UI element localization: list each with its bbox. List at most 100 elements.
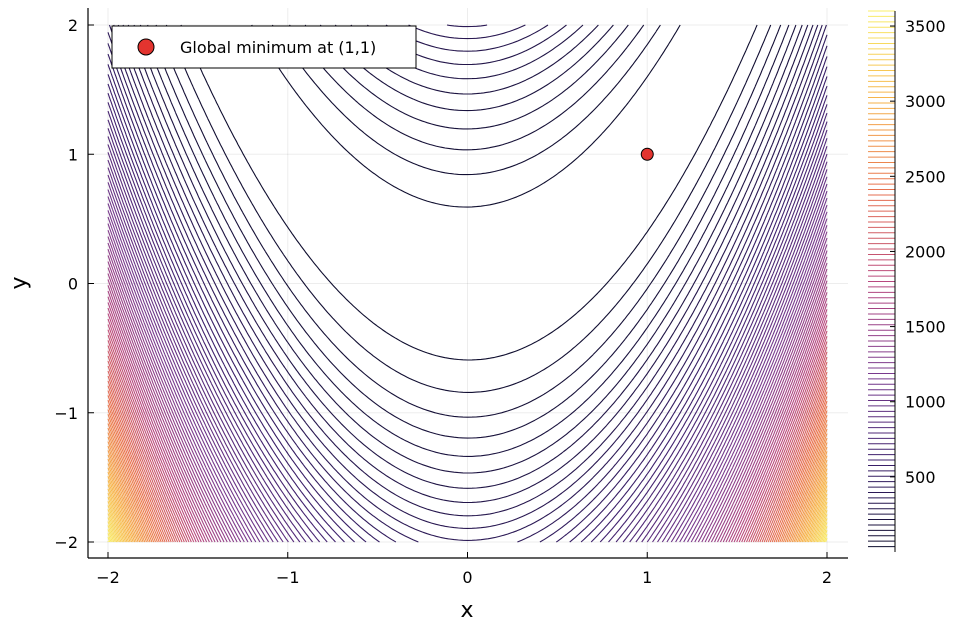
y-tick-label: 2 xyxy=(68,16,78,35)
contour-line xyxy=(107,127,828,543)
contour-line xyxy=(107,390,828,543)
contour-line xyxy=(107,467,828,543)
contour-line xyxy=(107,236,828,543)
data-points xyxy=(640,147,654,161)
contour-line xyxy=(107,414,828,543)
contour-line xyxy=(108,24,827,541)
x-axis-label: x xyxy=(460,598,473,623)
x-tick-label: 1 xyxy=(642,568,652,587)
contour-line xyxy=(107,340,828,543)
contour-line xyxy=(107,307,828,543)
contour-line xyxy=(107,93,828,543)
contour-line xyxy=(117,24,819,517)
contour-line xyxy=(107,395,828,543)
colorbar-tick-label: 1000 xyxy=(905,393,946,412)
y-axis-label: y xyxy=(7,276,32,289)
x-tick-label: 0 xyxy=(462,568,472,587)
contour-line xyxy=(147,24,790,439)
y-ticks: −2 −1 0 1 2 xyxy=(54,16,94,552)
contour-line xyxy=(107,152,828,543)
contour-line xyxy=(107,365,828,543)
contour-line xyxy=(107,249,828,543)
colorbar-ticks: 500 1000 1500 2000 2500 3000 3500 xyxy=(890,17,946,487)
y-tick-label: −2 xyxy=(54,533,78,552)
contour-line xyxy=(107,174,828,543)
contour-line xyxy=(107,290,828,543)
contour-line xyxy=(107,313,828,543)
contour-line xyxy=(107,360,828,543)
contour-line xyxy=(107,509,828,543)
contour-line xyxy=(107,318,828,543)
contour-line xyxy=(133,24,803,474)
contour-line xyxy=(107,255,828,543)
colorbar-tick-label: 2500 xyxy=(905,167,946,186)
contour-line xyxy=(107,536,828,543)
contour-line xyxy=(107,83,828,543)
legend-marker xyxy=(137,38,155,56)
contour-line xyxy=(107,182,828,543)
colorbar-tick-label: 500 xyxy=(905,468,936,487)
contour-line xyxy=(107,463,828,543)
x-tick-label: −2 xyxy=(96,568,120,587)
contour-line xyxy=(107,53,828,543)
contour-line xyxy=(107,445,828,543)
contour-line xyxy=(107,529,828,543)
contour-line xyxy=(107,355,828,543)
contour-line xyxy=(107,144,828,543)
contour-line xyxy=(107,302,828,543)
contour-line xyxy=(107,375,828,543)
contour-line xyxy=(107,261,828,543)
x-tick-label: 2 xyxy=(822,568,832,587)
contour-line xyxy=(107,496,828,543)
contour-line xyxy=(107,203,828,543)
contour-line xyxy=(107,454,828,543)
contour-line xyxy=(107,436,828,543)
contour-line xyxy=(107,285,828,543)
contour-line xyxy=(122,24,814,504)
contour-line xyxy=(107,210,828,543)
contour-line xyxy=(127,24,809,489)
legend: Global minimum at (1,1) xyxy=(111,25,417,69)
contour-line xyxy=(107,273,828,543)
contour-line xyxy=(107,324,828,543)
colorbar-tick-label: 3500 xyxy=(905,17,946,36)
contour-line xyxy=(107,385,828,543)
contour-line xyxy=(107,441,828,543)
colorbar-tick-label: 1500 xyxy=(905,318,946,337)
colorbar xyxy=(868,10,896,552)
contour-line xyxy=(107,380,828,543)
contour-line xyxy=(107,32,828,543)
contour-line xyxy=(107,279,828,543)
contour-line xyxy=(107,74,828,543)
contour-line xyxy=(107,350,828,543)
x-tick-label: −1 xyxy=(276,568,300,587)
contour-line xyxy=(107,102,828,543)
contour-line xyxy=(107,119,828,543)
contour-line xyxy=(107,370,828,543)
contour-line xyxy=(107,345,828,543)
y-tick-label: −1 xyxy=(54,404,78,423)
contour-line xyxy=(107,242,828,543)
contour-line xyxy=(107,334,828,543)
contour-line xyxy=(113,24,823,529)
y-tick-label: 0 xyxy=(68,275,78,294)
contour-line xyxy=(107,423,828,543)
x-ticks: −2 −1 0 1 2 xyxy=(96,552,832,587)
contour-line xyxy=(107,471,828,543)
colorbar-tick-label: 2000 xyxy=(905,242,946,261)
contour-line xyxy=(107,476,828,543)
y-tick-label: 1 xyxy=(68,145,78,164)
contour-line xyxy=(107,136,828,543)
legend-entry-label: Global minimum at (1,1) xyxy=(180,38,376,57)
contour-line xyxy=(107,167,828,543)
contour-line xyxy=(107,525,828,543)
contour-line xyxy=(107,64,828,543)
colorbar-tick-label: 3000 xyxy=(905,92,946,111)
contour-line xyxy=(107,432,828,543)
legend-box xyxy=(111,25,417,69)
contour-line xyxy=(107,458,828,543)
contour-line xyxy=(107,189,828,543)
contour-line xyxy=(107,296,828,543)
contour-line xyxy=(107,488,828,543)
